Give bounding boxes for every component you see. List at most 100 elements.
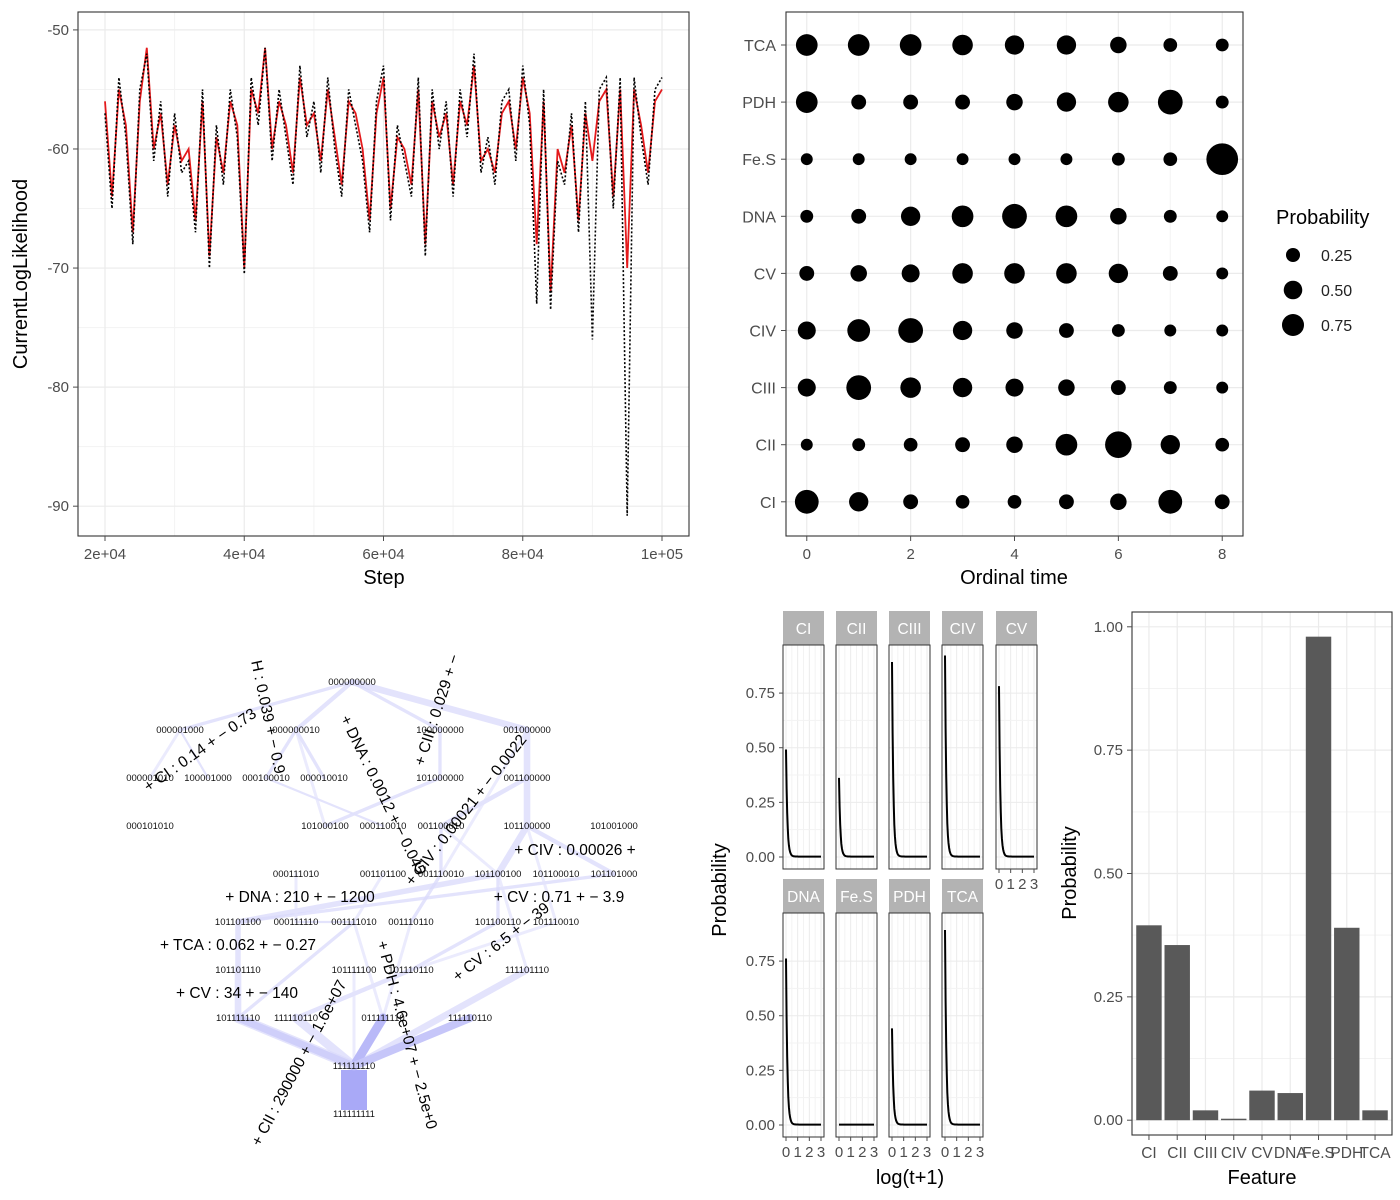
bar-x-tick-label: CIV <box>1221 1145 1248 1162</box>
trace-x-tick-label: 4e+04 <box>223 546 265 563</box>
graph-node-101111100: 101111100 <box>332 965 377 976</box>
bar-CII <box>1164 945 1190 1121</box>
facet-curve-CIII <box>891 661 927 858</box>
bubble-TCA-t6 <box>1110 36 1127 54</box>
bubble-PDH-t6 <box>1108 91 1129 113</box>
facet-strip-label: CIII <box>897 621 921 638</box>
graph-edge-strong-left <box>349 1013 388 1071</box>
graph-node-111110110: 111110110 <box>274 1013 318 1024</box>
bubble-CV-t7 <box>1162 265 1178 281</box>
bubble-DNA-t7 <box>1163 209 1177 223</box>
bubble-legend-key <box>1283 280 1303 300</box>
bubble-DNA-t6 <box>1110 208 1127 225</box>
graph-edge-n000000000-n100000000 <box>350 680 442 732</box>
trace-y-tick-label: -70 <box>47 260 69 277</box>
bubble-DNA-t1 <box>851 208 867 224</box>
bar-x-tick-label: Fe.S <box>1302 1145 1335 1162</box>
bubble-x-tick-label: 2 <box>906 546 914 563</box>
facet-panel-border <box>835 912 878 1138</box>
facet-curve-CIV <box>944 655 980 858</box>
bubble-CIII-t0 <box>797 378 816 397</box>
graph-edge-n000001000-n100001000 <box>178 728 210 780</box>
bubble-CV-t5 <box>1056 263 1077 284</box>
bubble-Fe.S-t6 <box>1111 152 1125 166</box>
bubble-DNA-t4 <box>1002 203 1027 229</box>
bubble-CI-t4 <box>1007 494 1022 509</box>
facet-y-tick-label: 0.75 <box>746 953 775 970</box>
facet-x-tick-label: 1 <box>793 1144 801 1161</box>
facet-curve-PDH <box>891 1028 927 1126</box>
bar-chart: 0.00 0.25 0.50 0.75 1.00 CI CII CIII CIV CV DNAFe.… <box>1059 611 1393 1189</box>
bubble-CIII-t1 <box>846 375 872 400</box>
trace-y-tick-label: -90 <box>47 498 69 515</box>
bubble-CIV-t3 <box>952 320 973 341</box>
graph-edge-n111110110-n111111110 <box>291 1013 359 1071</box>
bubble-CI-t0 <box>794 489 819 514</box>
bubble-CIII-t8 <box>1216 381 1229 394</box>
trace-x-tick-label: 6e+04 <box>362 546 404 563</box>
bubble-CIV-t8 <box>1216 324 1229 337</box>
bar-x-tick-label: TCA <box>1360 1145 1392 1162</box>
facet-panel-border <box>782 644 825 870</box>
bar-x-axis-title: Feature <box>1228 1167 1297 1189</box>
bubble-CII-t2 <box>903 437 918 452</box>
bubble-CII-t1 <box>852 438 866 452</box>
graph-node-000010010: 000010010 <box>300 773 348 784</box>
trace-plot: 2e+04 4e+04 6e+04 8e+04 1e+05 -50 -60 -70 -80 -90… <box>10 11 690 589</box>
trace-x-tick-label: 2e+04 <box>84 546 126 563</box>
bubble-legend: Probability 0.25 0.50 0.75 <box>1276 207 1369 337</box>
graph-terminal-edge <box>341 1070 367 1110</box>
facet-x-tick-label: 2 <box>805 1144 813 1161</box>
graph-node-101101000: 101101000 <box>591 869 638 880</box>
graph-annotation: + CIV : 0.00026 + <box>514 842 636 859</box>
facet-x-tick-label: 0 <box>888 1144 896 1161</box>
bar-x-tick-label: DNA <box>1274 1145 1307 1162</box>
graph-node-101100110: 101100110 <box>475 917 521 928</box>
facet-x-tick-label: 1 <box>952 1144 960 1161</box>
bubble-TCA-t8 <box>1215 38 1229 52</box>
bubble-y-tick-label: CIV <box>749 324 776 341</box>
facet-x-tick-label: 1 <box>1006 876 1014 893</box>
bubble-CV-t8 <box>1216 267 1229 280</box>
bubble-CI-t3 <box>955 494 970 509</box>
bubble-y-tick-label: Fe.S <box>742 152 776 169</box>
facet-y-tick-label: 0.00 <box>746 1117 775 1134</box>
bubble-x-tick-label: 0 <box>803 546 811 563</box>
facet-x-tick-label: 1 <box>899 1144 907 1161</box>
bubble-DNA-t2 <box>900 206 921 226</box>
graph-node-000000010: 000000010 <box>272 725 320 736</box>
facet-y-tick-label: 0.25 <box>746 1062 775 1079</box>
bubble-Fe.S-t2 <box>904 153 917 166</box>
bubble-PDH-t2 <box>903 94 919 110</box>
bubble-CIII-t4 <box>1005 378 1024 397</box>
graph-edge-extra <box>148 728 182 780</box>
facet-strip-CIV <box>942 611 983 645</box>
trace-y-tick-label: -50 <box>47 22 69 39</box>
bubble-CII-t0 <box>800 438 813 451</box>
bubble-CIV-t0 <box>797 321 816 340</box>
bubble-PDH-t4 <box>1006 93 1023 111</box>
bubble-y-tick-label: PDH <box>742 95 776 112</box>
bubble-CIV-t6 <box>1111 324 1125 337</box>
graph-edge-n101100000-n101100100 <box>494 822 531 878</box>
facet-panel-border <box>888 644 931 870</box>
bubble-CI-t7 <box>1158 489 1183 514</box>
graph-node-101100000: 101100000 <box>504 821 551 832</box>
bubble-Fe.S-t5 <box>1060 153 1073 166</box>
trace-x-axis-title: Step <box>363 567 404 589</box>
bubble-TCA-t5 <box>1056 35 1077 55</box>
bar-x-tick-label: CV <box>1251 1145 1273 1162</box>
bubble-Fe.S-t8 <box>1206 143 1239 176</box>
graph-node-111101110: 111101110 <box>505 965 549 976</box>
facet-y-tick-label: 0.25 <box>746 794 775 811</box>
bubble-CIII-t5 <box>1058 379 1075 396</box>
graph-node-111111111: 111111111 <box>333 1109 375 1120</box>
bubble-legend-title: Probability <box>1276 207 1369 229</box>
graph-node-101100100: 101100100 <box>475 869 522 880</box>
facet-y-tick-label: 0.50 <box>746 740 775 757</box>
graph-edge-extra <box>294 728 327 828</box>
bubble-x-axis-title: Ordinal time <box>960 567 1068 589</box>
graph-edge-extra <box>439 728 529 876</box>
graph-edge-n000000000-n000001000 <box>178 680 354 732</box>
